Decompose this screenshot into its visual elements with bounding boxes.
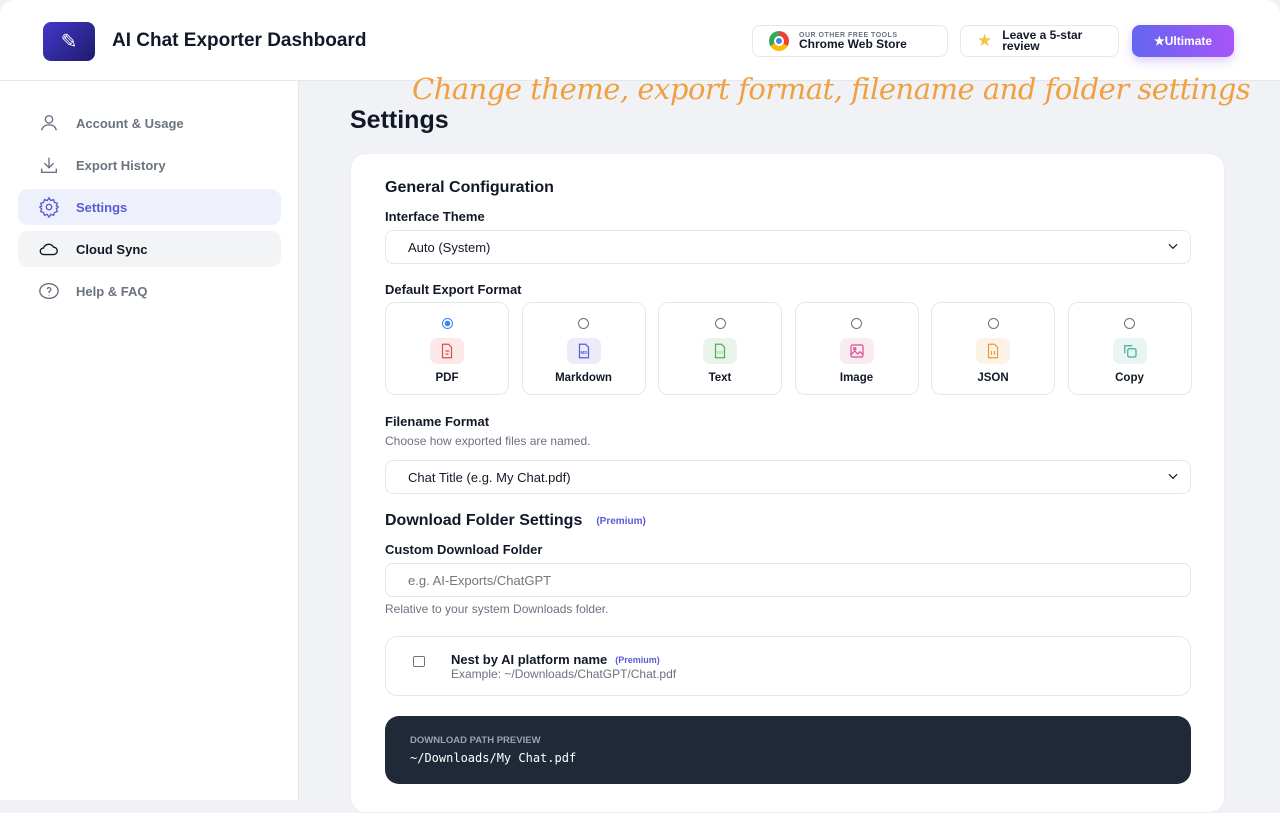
format-option-image[interactable]: Image	[794, 302, 919, 395]
nest-label: Nest by AI platform name	[451, 652, 608, 667]
settings-card: General Configuration Interface Theme Au…	[350, 153, 1225, 813]
image-file-icon	[839, 338, 874, 364]
general-heading: General Configuration	[385, 179, 554, 196]
format-label: Image	[839, 372, 874, 384]
format-option-pdf[interactable]: PDF	[385, 302, 509, 395]
star-icon: ★	[977, 31, 993, 50]
copy-file-icon	[1112, 338, 1147, 364]
sidebar-item-label: Account & Usage	[76, 115, 184, 131]
nest-checkbox[interactable]	[413, 656, 425, 667]
nest-option[interactable]: Nest by AI platform name (Premium) Examp…	[385, 636, 1191, 696]
sidebar-item-label: Settings	[76, 199, 128, 215]
chrome-icon	[769, 31, 789, 51]
annotation-caption: Change theme, export format, filename an…	[412, 72, 1251, 106]
json-file-icon	[976, 338, 1010, 364]
format-label: Copy	[1115, 372, 1144, 384]
nest-title-row: Nest by AI platform name (Premium)	[451, 652, 660, 667]
download-path-preview: DOWNLOAD PATH PREVIEW ~/Downloads/My Cha…	[385, 716, 1191, 784]
format-radio[interactable]	[987, 318, 999, 329]
filename-select[interactable]: Chat Title (e.g. My Chat.pdf)	[385, 460, 1191, 494]
review-button[interactable]: ★ Leave a 5-star review	[960, 25, 1119, 57]
format-option-json[interactable]: JSON	[931, 302, 1055, 395]
filename-label: Filename Format	[385, 414, 490, 429]
theme-select[interactable]: Auto (System)	[385, 230, 1191, 264]
custom-folder-label: Custom Download Folder	[385, 542, 543, 557]
format-label: Markdown	[555, 372, 612, 384]
help-icon	[39, 282, 59, 300]
user-icon	[40, 114, 58, 131]
format-radio[interactable]	[851, 318, 862, 329]
preview-label: DOWNLOAD PATH PREVIEW	[410, 735, 541, 746]
app-title: AI Chat Exporter Dashboard	[112, 30, 367, 51]
svg-text:TXT: TXT	[716, 351, 724, 355]
app-logo: ✎	[43, 22, 95, 61]
chevron-down-icon	[1168, 473, 1178, 480]
custom-folder-input[interactable]	[385, 563, 1191, 597]
text-file-icon: TXT	[703, 338, 737, 364]
sidebar-item-label: Help & FAQ	[76, 283, 148, 299]
download-icon	[40, 157, 58, 174]
preview-path: ~/Downloads/My Chat.pdf	[410, 751, 577, 765]
cloud-icon	[39, 243, 58, 256]
format-option-text[interactable]: TXT Text	[658, 302, 782, 395]
format-option-copy[interactable]: Copy	[1067, 302, 1192, 395]
format-radio[interactable]	[714, 318, 726, 329]
sidebar-item-cloud-sync[interactable]: Cloud Sync	[18, 231, 281, 267]
page-title: Settings	[350, 106, 449, 134]
sidebar-item-account[interactable]: Account & Usage	[18, 105, 281, 141]
sidebar-item-help[interactable]: Help & FAQ	[18, 273, 281, 309]
format-option-markdown[interactable]: MD Markdown	[521, 302, 646, 395]
format-label: PDF	[435, 372, 459, 384]
format-label: JSON	[977, 372, 1009, 384]
svg-text:MD: MD	[580, 350, 588, 355]
ultimate-button[interactable]: ★Ultimate	[1132, 25, 1234, 57]
header: ✎ AI Chat Exporter Dashboard OUR OTHER F…	[0, 0, 1280, 81]
theme-label: Interface Theme	[385, 209, 485, 224]
sidebar-item-label: Cloud Sync	[76, 241, 148, 257]
sidebar-item-export-history[interactable]: Export History	[18, 147, 281, 183]
review-line2: review	[1002, 39, 1040, 53]
format-radio[interactable]	[1124, 318, 1135, 329]
review-line1: Leave a 5-star	[1002, 28, 1083, 42]
chrome-store-caption: OUR OTHER FREE TOOLS	[799, 32, 898, 39]
format-radio[interactable]	[578, 318, 589, 329]
custom-folder-help: Relative to your system Downloads folder…	[385, 602, 609, 616]
folder-heading: Download Folder Settings	[385, 512, 583, 529]
sidebar: Account & Usage Export History Settings …	[0, 81, 299, 800]
filename-help: Choose how exported files are named.	[385, 434, 591, 448]
chrome-store-label: Chrome Web Store	[799, 37, 907, 51]
format-radio[interactable]	[441, 318, 453, 329]
filename-value: Chat Title (e.g. My Chat.pdf)	[408, 469, 571, 485]
theme-value: Auto (System)	[408, 239, 491, 255]
chrome-web-store-button[interactable]: OUR OTHER FREE TOOLS Chrome Web Store	[752, 25, 948, 57]
pdf-file-icon	[430, 338, 464, 364]
premium-badge: (Premium)	[615, 654, 660, 665]
format-label: Default Export Format	[385, 282, 522, 297]
chevron-down-icon	[1168, 243, 1178, 250]
premium-badge: (Premium)	[596, 515, 646, 527]
folder-heading-row: Download Folder Settings (Premium)	[385, 512, 646, 530]
nest-example: Example: ~/Downloads/ChatGPT/Chat.pdf	[451, 667, 677, 681]
sidebar-item-label: Export History	[76, 157, 166, 173]
sidebar-item-settings[interactable]: Settings	[18, 189, 281, 225]
markdown-file-icon: MD	[566, 338, 601, 364]
gear-icon	[38, 196, 60, 218]
format-label: Text	[708, 372, 732, 384]
